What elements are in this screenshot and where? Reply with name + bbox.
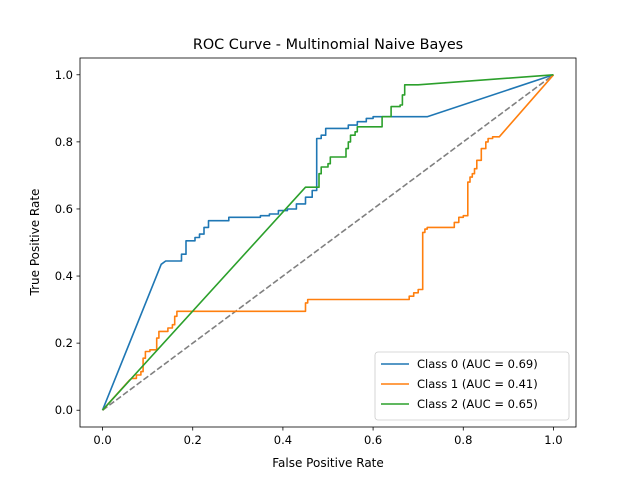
series-line-class-2 bbox=[101, 74, 554, 411]
legend-box bbox=[374, 351, 570, 421]
x-tick-label: 0.8 bbox=[454, 433, 472, 447]
diagonal-reference-line bbox=[102, 74, 554, 411]
x-axis-label: False Positive Rate bbox=[272, 456, 384, 470]
axes-frame bbox=[79, 57, 577, 428]
y-tick-label: 0.8 bbox=[55, 135, 73, 149]
legend-label-class-2: Class 2 (AUC = 0.65) bbox=[417, 397, 538, 411]
y-axis-label: True Positive Rate bbox=[28, 189, 42, 297]
x-tick-label: 1.0 bbox=[544, 433, 562, 447]
x-tick-label: 0.0 bbox=[93, 433, 111, 447]
y-tick-label: 1.0 bbox=[55, 68, 73, 82]
axis-ticks: 0.0 0.2 0.4 0.6 0.8 1.0 0.0 0.2 0.4 0.6 0.8 1.0 bbox=[55, 68, 563, 447]
x-tick-label: 0.4 bbox=[274, 433, 292, 447]
y-tick-label: 0.0 bbox=[55, 403, 73, 417]
series-line-class-0 bbox=[101, 74, 554, 411]
y-tick-label: 0.6 bbox=[55, 202, 73, 216]
legend: Class 0 (AUC = 0.69) Class 1 (AUC = 0.41)… bbox=[374, 351, 570, 421]
plot-area bbox=[79, 57, 577, 428]
y-tick-label: 0.2 bbox=[55, 336, 73, 350]
y-tick-label: 0.4 bbox=[55, 269, 73, 283]
chart-title: ROC Curve - Multinomial Naive Bayes bbox=[193, 37, 463, 53]
x-tick-label: 0.6 bbox=[364, 433, 382, 447]
legend-label-class-0: Class 0 (AUC = 0.69) bbox=[417, 357, 538, 371]
series-line-class-1 bbox=[101, 74, 555, 411]
legend-label-class-1: Class 1 (AUC = 0.41) bbox=[417, 377, 538, 391]
x-tick-label: 0.2 bbox=[184, 433, 202, 447]
